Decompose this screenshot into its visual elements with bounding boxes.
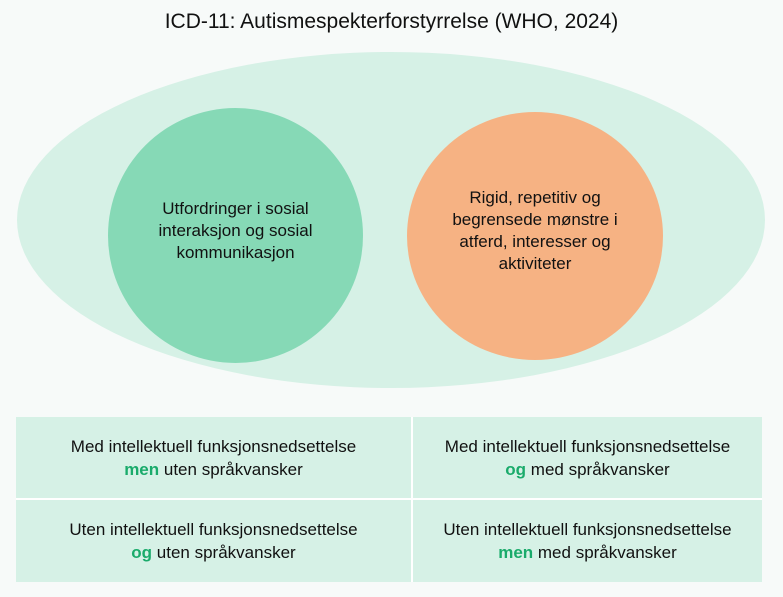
cell-line: Med intellektuell funksjonsnedsettelse (70, 436, 357, 456)
cell-line: Uten intellektuell funksjonsnedsettelse (69, 520, 358, 539)
cell-text: uten språkvansker (159, 459, 303, 479)
restricted-patterns-circle: Rigid, repetitiv og begrensede mønstre i… (407, 112, 663, 360)
cell-line: Uten intellektuell funksjonsnedsettelse (443, 520, 732, 539)
circle-label: Utfordringer i sosial interaksjon og sos… (158, 198, 313, 262)
cell-line: men uten språkvansker (124, 458, 303, 481)
keyword: men (498, 543, 534, 562)
cell-line: Med intellektuell funksjonsnedsettelse (444, 436, 731, 456)
cell-text: med språkvansker (533, 543, 677, 562)
cell-text: med språkvansker (526, 459, 670, 479)
keyword: og (505, 459, 527, 479)
cell-line: og uten språkvansker (131, 541, 295, 564)
cell-line: men med språkvansker (498, 541, 677, 564)
grid-cell: Uten intellektuell funksjonsnedsettelse m… (413, 500, 762, 582)
cell-text: uten språkvansker (152, 543, 296, 562)
specifier-grid: Med intellektuell funksjonsnedsettelse me… (16, 417, 762, 582)
keyword: men (124, 459, 160, 479)
cell-line: og med språkvansker (505, 458, 669, 481)
grid-cell: Med intellektuell funksjonsnedsettelse me… (16, 417, 411, 498)
grid-cell: Med intellektuell funksjonsnedsettelse og… (413, 417, 762, 498)
circle-label: Rigid, repetitiv og begrensede mønstre i… (452, 188, 618, 273)
grid-cell: Uten intellektuell funksjonsnedsettelse o… (16, 500, 411, 582)
keyword: og (131, 543, 153, 562)
diagram-title: ICD-11: Autismespekterforstyrrelse (WHO,… (164, 10, 619, 33)
social-communication-circle: Utfordringer i sosial interaksjon og sos… (108, 108, 363, 363)
